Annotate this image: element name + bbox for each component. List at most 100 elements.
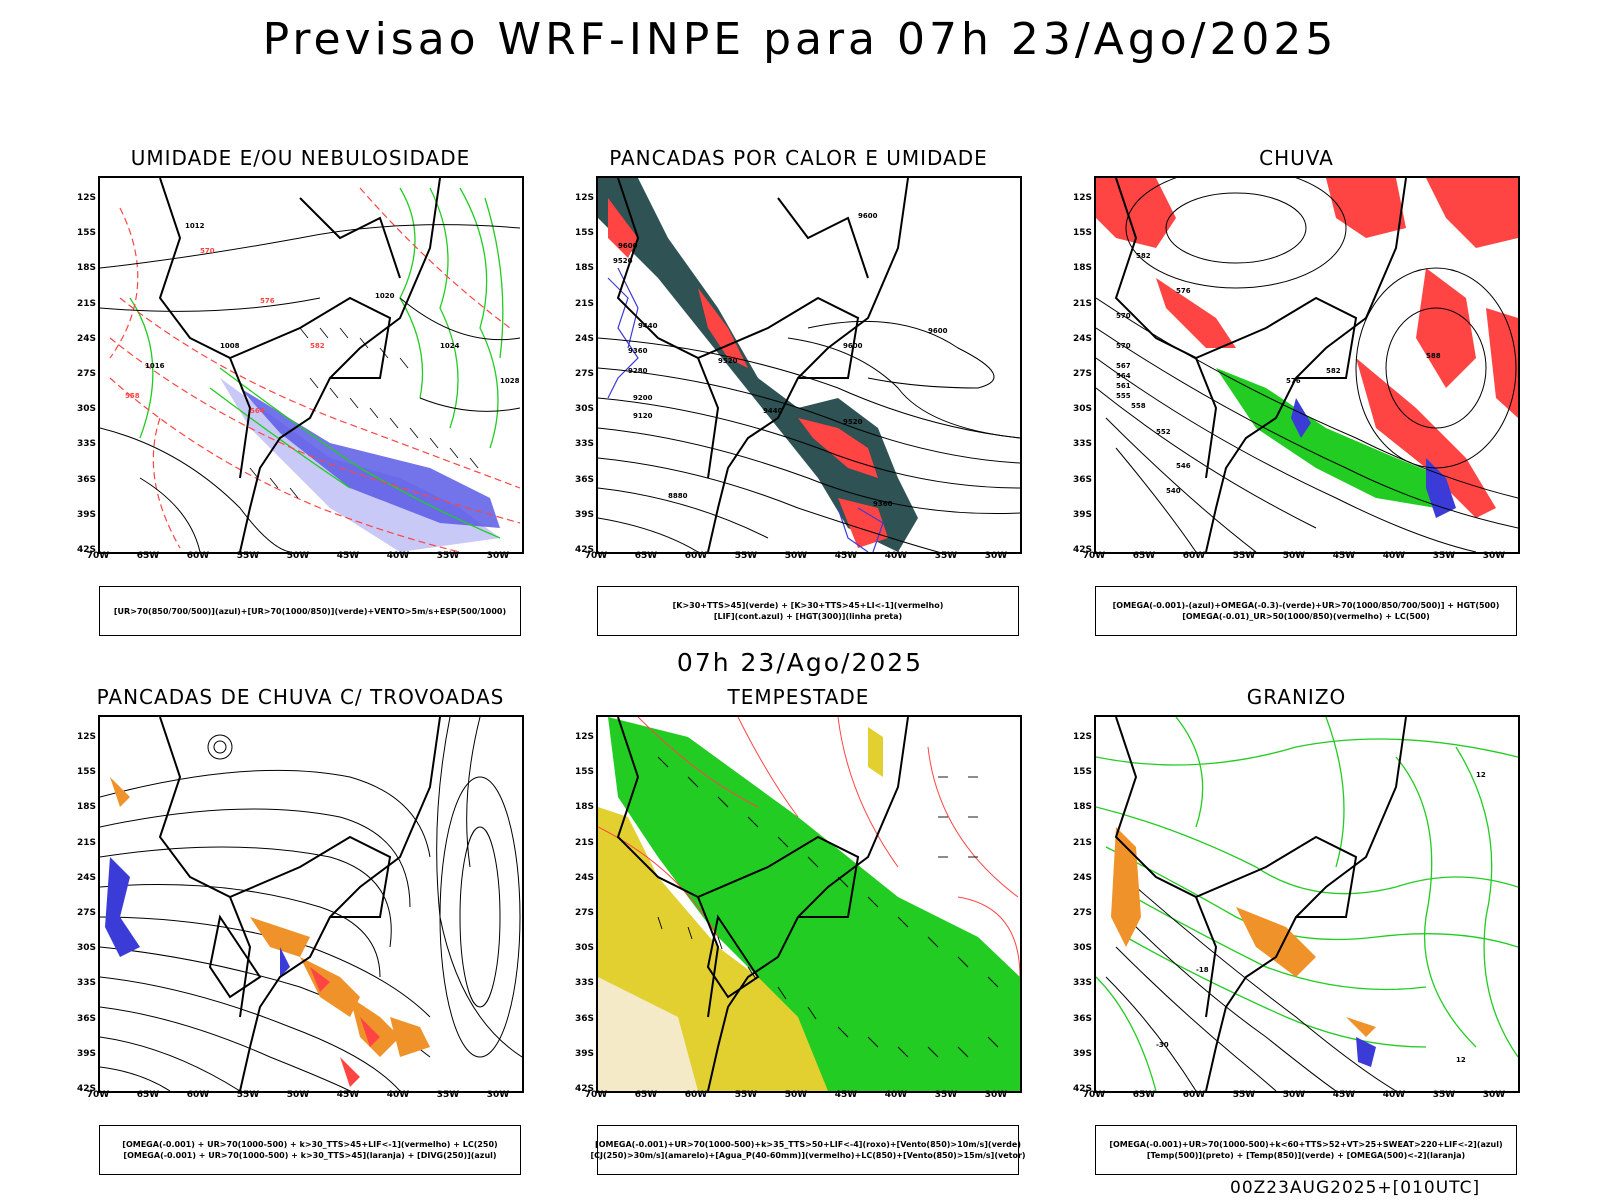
contour-label-group: 1012 1016 1020 1024 1028 1008	[145, 222, 520, 385]
latitude-axis: 12S 15S 18S 21S 24S 27S 30S 33S 36S 39S 42S	[58, 715, 96, 1094]
main-title: Previsao WRF-INPE para 07h 23/Ago/2025	[262, 14, 1338, 65]
temp850-contours	[1096, 717, 1518, 1091]
orange-cells	[110, 777, 430, 1057]
longitude-tick-label: 65W	[1132, 551, 1156, 561]
legend-line: [Temp(500)](preto) + [Temp(850)](verde) …	[1146, 1151, 1466, 1160]
red-cells	[310, 967, 380, 1087]
latitude-tick-label: 15S	[1072, 767, 1092, 778]
coastline-borders	[616, 178, 909, 552]
map-layers: -18 -30 12 12	[1096, 717, 1518, 1091]
longitude-tick-label: 40W	[386, 1090, 410, 1100]
longitude-tick-label: 70W	[86, 551, 110, 561]
panel-storm: TEMPESTADE 12S 15S 18S 21S 24S 27S 30S 33S 36S 39…	[556, 685, 1041, 1185]
longitude-tick-label: 30W	[984, 551, 1008, 561]
latitude-tick-label: 27S	[76, 908, 96, 918]
longitude-tick-label: 55W	[236, 551, 260, 561]
latitude-tick-label: 24S	[1072, 872, 1092, 883]
legend-line: [OMEGA(-0.001)-(azul)+OMEGA(-0.3)-(verde…	[1112, 601, 1500, 610]
contour-label: 570	[1116, 312, 1131, 320]
unstable-area-red	[608, 198, 888, 548]
latitude-tick-label: 27S	[76, 369, 96, 379]
latitude-tick-label: 18S	[1072, 802, 1092, 813]
coastline-borders	[1114, 717, 1407, 1091]
run-timestamp: 00Z23AUG2025+[010UTC]	[1230, 1178, 1481, 1198]
longitude-tick-label: 55W	[734, 551, 758, 561]
longitude-tick-label: 40W	[1382, 551, 1406, 561]
pressure-contours	[100, 224, 521, 552]
latitude-tick-label: 21S	[574, 298, 594, 309]
longitude-tick-label: 30W	[1482, 551, 1506, 561]
longitude-tick-label: 45W	[1332, 551, 1356, 561]
latitude-tick-label: 36S	[574, 474, 594, 485]
latitude-tick-label: 15S	[76, 228, 96, 239]
contour-label: 9520	[718, 357, 738, 365]
panel-title: PANCADAS POR CALOR E UMIDADE	[609, 146, 988, 170]
contour-label: 1016	[145, 362, 165, 370]
legend-line: [OMEGA(-0.001)+UR>70(1000-500)+k<60+TTS>…	[1109, 1140, 1503, 1149]
panel-title: GRANIZO	[1246, 685, 1347, 709]
map-hail: -18 -30 12 12	[1094, 715, 1520, 1093]
longitude-tick-label: 50W	[784, 1090, 808, 1100]
latitude-tick-label: 42S	[76, 1084, 96, 1094]
map-storm	[596, 715, 1022, 1093]
latitude-tick-label: 24S	[76, 872, 96, 883]
panel-hail: GRANIZO 12S 15S 18S 21S 24S 27S 30S 33S 36S 39S 42…	[1054, 685, 1539, 1185]
omega-orange	[1111, 827, 1376, 1037]
map-layers	[598, 717, 1020, 1091]
contour-label: 540	[1166, 487, 1181, 495]
longitude-tick-label: 60W	[1182, 1090, 1206, 1100]
contour-label: 558	[1131, 402, 1146, 410]
rain-area-red	[1096, 178, 1518, 518]
latitude-tick-label: 24S	[574, 333, 594, 344]
longitude-tick-label: 55W	[236, 1090, 260, 1100]
latitude-tick-label: 24S	[1072, 333, 1092, 344]
rain-area-blue	[1291, 398, 1456, 518]
latitude-tick-label: 42S	[574, 545, 594, 555]
longitude-tick-label: 55W	[1232, 1090, 1256, 1100]
latitude-tick-label: 39S	[574, 1048, 594, 1059]
contour-label-group: 582 576 570 564 558 552 546 540 588 582 …	[1116, 252, 1441, 495]
contour-label: 9600	[618, 242, 638, 250]
latitude-tick-label: 30S	[574, 404, 594, 415]
rain-area-green	[1216, 368, 1446, 508]
contour-label: 9360	[628, 347, 648, 355]
contour-label: 9600	[843, 342, 863, 350]
latitude-tick-label: 42S	[574, 1084, 594, 1094]
latitude-tick-label: 39S	[574, 509, 594, 520]
contour-label: 552	[1156, 428, 1171, 436]
latitude-axis: 12S 15S 18S 21S 24S 27S 30S 33S 36S 39S 42S	[556, 176, 594, 555]
contour-label: 576	[1176, 287, 1191, 295]
hgt300-contours	[598, 320, 1020, 552]
latitude-tick-label: 33S	[574, 978, 594, 989]
latitude-tick-label: 27S	[574, 908, 594, 918]
latitude-tick-label: 12S	[76, 732, 96, 742]
temp500-contours	[1105, 886, 1397, 1091]
map-layers: 1012 1016 1020 1024 1028 1008 570 576 58…	[100, 178, 521, 552]
longitude-tick-label: 40W	[1382, 1090, 1406, 1100]
longitude-tick-label: 60W	[186, 551, 210, 561]
longitude-tick-label: 45W	[1332, 1090, 1356, 1100]
longitude-tick-label: 65W	[1132, 1090, 1156, 1100]
latitude-tick-label: 39S	[1072, 1048, 1092, 1059]
contour-label: 9520	[613, 257, 633, 265]
latitude-axis: 12S 15S 18S 21S 24S 27S 30S 33S 36S 39S 42S	[556, 715, 594, 1094]
longitude-tick-label: 70W	[584, 1090, 608, 1100]
contour-label: 588	[1426, 352, 1441, 360]
wind-vectors	[657, 756, 999, 1058]
panel-thunderstorm-showers: PANCADAS DE CHUVA C/ TROVOADAS 12S 15S 18S…	[58, 685, 543, 1185]
longitude-axis: 70W 65W 60W 55W 50W 45W 40W 35W 30W	[87, 1090, 524, 1104]
longitude-tick-label: 60W	[684, 1090, 708, 1100]
contour-label: 582	[310, 342, 325, 350]
latitude-tick-label: 21S	[574, 837, 594, 848]
coastline-borders	[1114, 178, 1407, 552]
latitude-tick-label: 24S	[574, 872, 594, 883]
contour-label: 546	[1176, 462, 1191, 470]
contour-label: 9520	[843, 418, 863, 426]
latitude-tick-label: 18S	[1072, 263, 1092, 274]
panel-title: CHUVA	[1259, 146, 1334, 170]
latitude-tick-label: 36S	[574, 1013, 594, 1024]
latitude-tick-label: 33S	[574, 439, 594, 450]
contour-label: 9360	[873, 500, 893, 508]
contour-label: -18	[1196, 966, 1209, 974]
longitude-tick-label: 35W	[934, 551, 958, 561]
